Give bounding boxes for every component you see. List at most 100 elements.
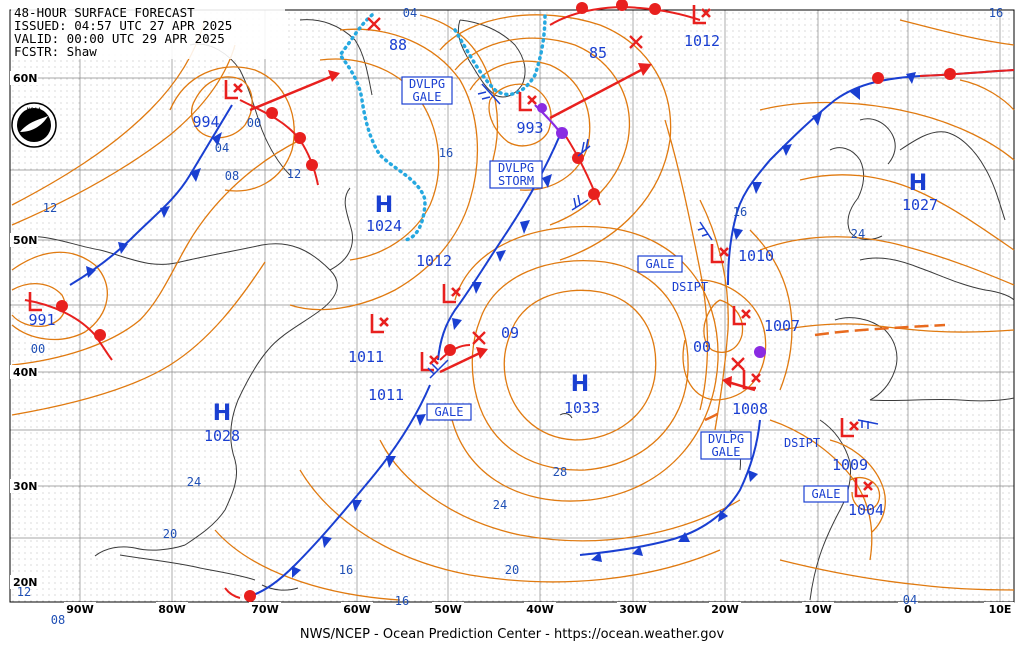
latitude-labels: 60N 50N 40N 30N 20N <box>10 71 38 589</box>
svg-text:H: H <box>571 372 589 397</box>
isobar-label: 08 <box>225 169 239 183</box>
gale-tag: GALE <box>803 485 849 503</box>
lon-label: 80W <box>158 603 185 616</box>
gale-tag: GALE <box>426 403 472 421</box>
noaa-logo-icon: NOAA <box>11 102 57 148</box>
isobar-label: 00 <box>693 338 711 356</box>
position-markers <box>367 17 745 371</box>
svg-text:1033: 1033 <box>564 399 600 417</box>
lon-label: 10E <box>989 603 1012 616</box>
lon-label: 50W <box>434 603 461 616</box>
isobar-label: 00 <box>247 116 261 130</box>
isobar-label: 16 <box>395 594 409 608</box>
lon-label: 20W <box>711 603 738 616</box>
low-symbol <box>518 92 537 112</box>
low-symbol <box>692 5 711 25</box>
low-symbol <box>442 284 461 304</box>
svg-text:DVLPG: DVLPG <box>498 161 534 175</box>
isobar-label: 20 <box>163 527 177 541</box>
svg-text:STORM: STORM <box>498 174 534 188</box>
gale-tag: GALE <box>637 255 683 273</box>
isobar-label: 04 <box>903 593 917 607</box>
isobar-label: 04 <box>215 141 229 155</box>
isobar-label: 09 <box>501 324 519 342</box>
cold-front-triangles <box>86 72 916 578</box>
low-value: 1007 <box>764 317 800 335</box>
svg-text:1028: 1028 <box>204 427 240 445</box>
isobar-label: 12 <box>287 167 301 181</box>
low-value: 88 <box>389 36 407 54</box>
svg-text:DVLPG: DVLPG <box>708 432 744 446</box>
low-pressure-values: 994 991 993 1012 1011 1011 1010 1007 100… <box>28 32 884 519</box>
isobar-label: 12 <box>17 585 31 599</box>
isobar-label: 12 <box>43 201 57 215</box>
dsipt-tag: DSIPT <box>672 280 708 294</box>
isobar-label: 16 <box>339 563 353 577</box>
forecast-header: 48-HOUR SURFACE FORECAST ISSUED: 04:57 U… <box>11 5 285 59</box>
low-center-symbols <box>28 5 873 498</box>
isobar-label: 20 <box>505 563 519 577</box>
lat-label: 60N <box>13 72 38 85</box>
isobar-label: 1012 <box>416 252 452 270</box>
low-symbol <box>732 306 751 326</box>
isobar-label: 28 <box>553 465 567 479</box>
isobar-label: 24 <box>187 475 201 489</box>
longitude-labels: 90W 80W 70W 60W 50W 40W 30W 20W 10W 0 10… <box>64 602 1014 616</box>
isobar-label: 24 <box>851 227 865 241</box>
dotted-grid <box>10 10 1014 602</box>
lat-label: 30N <box>13 480 38 493</box>
isobar-labels: 04 00 04 08 12 12 16 1012 09 00 16 24 28… <box>17 6 1003 627</box>
header-forecaster: FCSTR: Shaw <box>14 44 97 59</box>
dsipt-tag: DSIPT <box>784 436 820 450</box>
low-symbol <box>854 478 873 498</box>
high-center: H 1028 <box>204 401 240 445</box>
movement-arrows <box>249 63 756 392</box>
occluded-fronts <box>534 103 766 358</box>
isobars <box>11 14 1015 601</box>
high-center: H 1027 <box>902 171 938 214</box>
isobar-label: 04 <box>403 6 417 20</box>
ice-edge <box>337 13 547 242</box>
isobar-label: 16 <box>989 6 1003 20</box>
warm-front-bumps <box>56 0 956 602</box>
low-value: 993 <box>516 119 543 137</box>
low-value: 991 <box>28 311 55 329</box>
isobar-label: 16 <box>733 205 747 219</box>
svg-text:H: H <box>909 171 927 196</box>
lon-label: 10W <box>804 603 831 616</box>
lon-label: 70W <box>251 603 278 616</box>
low-value: 85 <box>589 44 607 62</box>
low-value: 1010 <box>738 247 774 265</box>
svg-text:1024: 1024 <box>366 217 402 235</box>
lon-label: 30W <box>619 603 646 616</box>
isobar-label: 08 <box>51 613 65 627</box>
low-value: 1012 <box>684 32 720 50</box>
svg-text:DVLPG: DVLPG <box>409 77 445 91</box>
low-symbol <box>224 80 243 100</box>
svg-text:GALE: GALE <box>646 257 675 271</box>
low-symbol <box>28 292 42 312</box>
svg-text:GALE: GALE <box>413 90 442 104</box>
isobar-label: 24 <box>493 498 507 512</box>
isobar-label: 16 <box>439 146 453 160</box>
low-value: 1008 <box>732 400 768 418</box>
low-symbol <box>742 370 761 390</box>
lat-label: 20N <box>13 576 38 589</box>
svg-text:GALE: GALE <box>812 487 841 501</box>
dissipating-front <box>704 323 946 422</box>
dvlpg-gale-tag: DVLPG GALE <box>401 76 453 105</box>
wind-barbs <box>427 83 879 429</box>
graticule <box>10 10 1014 602</box>
high-center: H 1033 <box>564 372 600 417</box>
svg-text:1027: 1027 <box>902 196 938 214</box>
header-title: 48-HOUR SURFACE FORECAST <box>14 5 195 20</box>
low-value: 1004 <box>848 501 884 519</box>
header-valid: VALID: 00:00 UTC 29 APR 2025 <box>14 31 225 46</box>
lon-label: 0 <box>904 603 912 616</box>
low-value: 1009 <box>832 456 868 474</box>
warning-tags: DVLPG GALE DVLPG STORM GALE GALE GALE DV… <box>401 76 849 503</box>
lon-label: 90W <box>66 603 93 616</box>
low-value: 994 <box>192 113 219 131</box>
header-background <box>11 5 285 59</box>
